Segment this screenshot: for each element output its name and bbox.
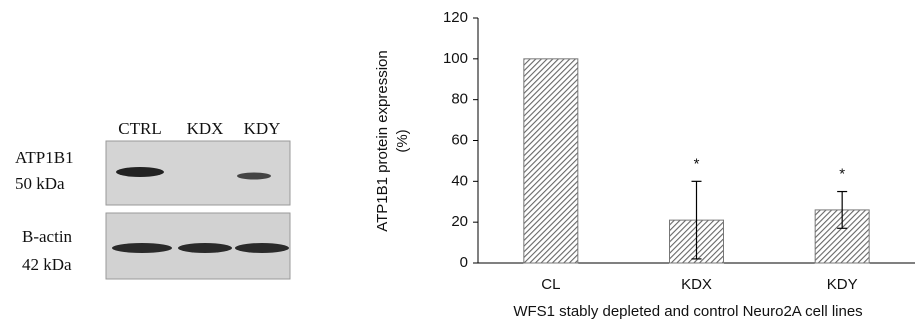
x-tick-label: CL [541,276,560,293]
band [237,173,271,180]
lane-label: KDX [187,119,224,138]
x-axis-label: WFS1 stably depleted and control Neuro2A… [513,303,862,320]
lane-label: CTRL [118,119,161,138]
row-label: ATP1B1 [15,148,74,167]
y-tick-label: 100 [443,50,468,67]
bar [524,59,578,263]
figure: CTRL KDX KDY ATP1B1 50 kDa B-actin 42 kD… [0,0,919,330]
y-axis-label: ATP1B1 protein expression [374,50,391,232]
row-label: B-actin [22,227,73,246]
y-axis-label: (%) [394,129,411,152]
y-tick-label: 60 [451,131,468,148]
y-tick-label: 80 [451,91,468,108]
y-tick-label: 0 [460,254,468,271]
row-size: 50 kDa [15,174,65,193]
significance-marker: * [694,155,700,172]
lane-label: KDY [244,119,281,138]
y-tick-label: 120 [443,9,468,26]
blot: CTRL KDX KDY ATP1B1 50 kDa B-actin 42 kD… [15,119,290,279]
band [112,243,172,253]
y-tick-label: 20 [451,213,468,230]
row-size: 42 kDa [22,255,72,274]
chart: ATP1B1 protein expression (%) WFS1 stabl… [374,9,915,320]
x-tick-label: KDY [827,276,858,293]
band [178,243,232,253]
band [235,243,289,253]
band [116,167,164,177]
significance-marker: * [839,166,845,183]
y-tick-label: 40 [451,172,468,189]
x-tick-label: KDX [681,276,712,293]
